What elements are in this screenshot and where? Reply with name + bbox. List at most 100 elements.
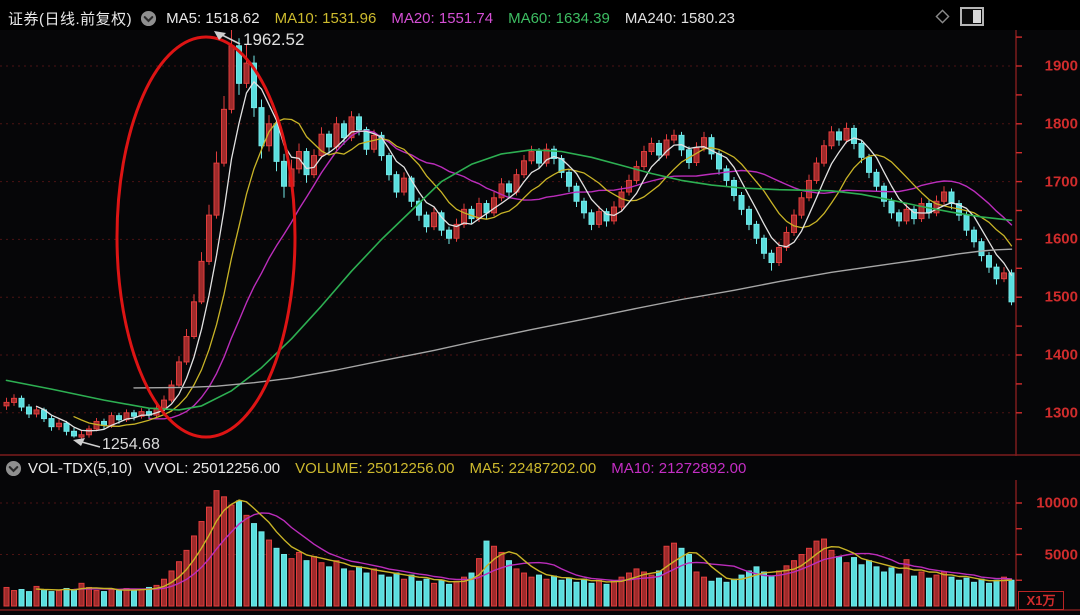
candle-body <box>453 223 460 239</box>
candle-body <box>566 171 572 187</box>
price-panel-header: 证券(日线.前复权) MA5: 1518.62 MA10: 1531.96 MA20… <box>0 6 1080 30</box>
candle-body <box>401 177 407 193</box>
candle-body <box>671 134 677 141</box>
candle-body <box>356 116 362 131</box>
candle-body <box>746 208 752 225</box>
candle-body <box>48 418 55 428</box>
indicator-value: MA20: 1551.74 <box>391 9 494 27</box>
volume-bar <box>333 560 340 607</box>
candle-body <box>851 127 857 144</box>
indicator-value: MA240: 1580.23 <box>624 9 735 27</box>
indicator-value: MA10: 21272892.00 <box>611 459 747 477</box>
candle-body <box>183 336 190 363</box>
price-axis-label-1900: 1900 <box>1044 57 1078 75</box>
volume-bar <box>198 521 205 607</box>
candle-body <box>581 200 587 214</box>
candle-body <box>768 252 775 264</box>
candle-body <box>648 142 655 153</box>
volume-bar <box>603 583 610 607</box>
diamond-icon[interactable] <box>934 8 951 25</box>
collapse-chevron-icon[interactable] <box>5 460 22 477</box>
volume-bar <box>243 514 250 607</box>
candle-body <box>266 123 272 147</box>
volume-bar <box>146 586 152 607</box>
volume-bar <box>258 531 265 607</box>
candle-body <box>528 151 535 162</box>
volume-bar <box>918 571 925 607</box>
ma5-line <box>35 81 1013 432</box>
high-annotation-arrowhead <box>214 31 226 40</box>
candle-body <box>821 145 827 164</box>
collapse-chevron-icon[interactable] <box>140 10 157 27</box>
volume-bar <box>656 570 662 607</box>
candle-body <box>71 430 77 437</box>
volume-bar <box>476 558 482 607</box>
candle-body <box>296 151 302 170</box>
volume-bar <box>161 578 167 607</box>
volume-bar <box>341 568 347 607</box>
volume-bar <box>671 542 677 607</box>
volume-bar <box>633 568 640 607</box>
candle-body <box>708 137 715 155</box>
volume-bar <box>866 560 872 607</box>
candle-body <box>56 422 62 428</box>
volume-bar <box>56 590 62 607</box>
candle-body <box>806 179 812 199</box>
candle-body <box>798 197 805 216</box>
candle-body <box>86 428 92 436</box>
candle-body <box>26 406 32 415</box>
volume-bar <box>63 587 70 607</box>
volume-bar <box>986 582 992 607</box>
candle-body <box>948 191 955 205</box>
volume-bar <box>468 572 475 607</box>
volume-bar <box>776 570 782 607</box>
volume-bar <box>611 580 617 607</box>
volume-bar <box>123 587 130 607</box>
split-window-icon[interactable] <box>960 7 984 26</box>
indicator-value: VOLUME: 25012256.00 <box>295 459 455 477</box>
indicator-value: MA10: 1531.96 <box>274 9 377 27</box>
candle-body <box>858 142 865 158</box>
price-ma-indicators: MA5: 1518.62 MA10: 1531.96 MA20: 1551.74 MA… <box>166 10 750 27</box>
volume-bar <box>363 572 370 607</box>
volume-bar <box>963 577 970 607</box>
corner-toolbar <box>934 7 984 26</box>
volume-bar <box>746 570 752 607</box>
volume-axis-label-10000: 10000 <box>1036 494 1078 512</box>
volume-bar <box>618 576 625 607</box>
candle-body <box>701 137 707 149</box>
candle-body <box>138 411 145 417</box>
candle-body <box>491 197 497 214</box>
volume-bar <box>783 565 790 607</box>
volume-bar <box>423 578 430 607</box>
candle-body <box>363 129 370 150</box>
volume-bar <box>393 572 400 607</box>
candle-body <box>873 171 880 187</box>
volume-bar <box>3 586 10 607</box>
candle-body <box>213 162 220 216</box>
candle-body <box>836 131 842 141</box>
candle-body <box>221 108 227 164</box>
volume-bar <box>566 577 572 607</box>
volume-bar <box>356 566 362 607</box>
candle-body <box>573 185 580 202</box>
volume-bar <box>191 535 197 607</box>
candle-body <box>191 301 197 338</box>
volume-bar <box>933 574 940 607</box>
ma60-line <box>5 149 1013 411</box>
candle-body <box>843 127 850 141</box>
volume-bar <box>558 579 565 607</box>
volume-bar <box>791 560 797 607</box>
volume-bar <box>228 504 235 607</box>
candle-body <box>603 211 610 222</box>
candle-body <box>596 211 602 225</box>
candle-body <box>738 194 745 210</box>
candle-body <box>378 134 385 157</box>
candle-body <box>468 208 475 220</box>
candle-body <box>791 214 797 233</box>
candle-body <box>273 123 280 162</box>
candle-body <box>176 361 182 386</box>
volume-bar <box>926 577 932 607</box>
candle-body <box>776 246 782 264</box>
